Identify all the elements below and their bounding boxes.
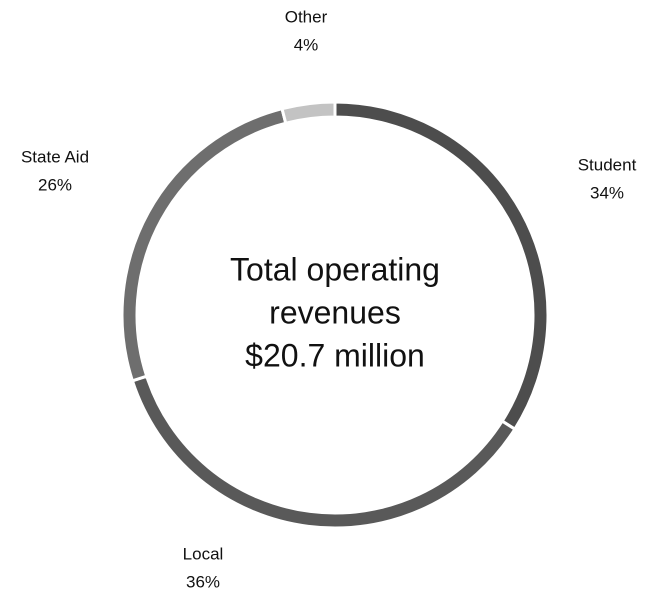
donut-slice [130, 374, 517, 530]
category-label: State Aid [21, 147, 89, 166]
value-label: 4% [294, 35, 319, 54]
value-label: 26% [38, 175, 72, 194]
center-label: Total operating [230, 251, 440, 287]
value-label: 34% [590, 183, 624, 202]
category-label: Student [578, 155, 637, 174]
center-label: $20.7 million [245, 337, 425, 373]
donut-slice [280, 100, 337, 126]
value-label: 36% [186, 572, 220, 591]
category-label: Other [285, 7, 328, 26]
category-label: Local [183, 544, 224, 563]
center-label: revenues [269, 294, 401, 330]
